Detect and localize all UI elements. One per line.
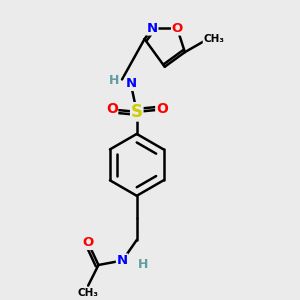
Text: S: S (131, 103, 143, 121)
Text: O: O (106, 103, 118, 116)
Text: O: O (156, 103, 168, 116)
Text: N: N (125, 77, 136, 90)
Text: H: H (109, 74, 119, 87)
Text: N: N (116, 254, 128, 267)
Text: O: O (82, 236, 94, 249)
Text: H: H (137, 259, 148, 272)
Text: CH₃: CH₃ (203, 34, 224, 44)
Text: N: N (147, 22, 158, 35)
Text: O: O (172, 22, 183, 35)
Text: CH₃: CH₃ (78, 288, 99, 298)
